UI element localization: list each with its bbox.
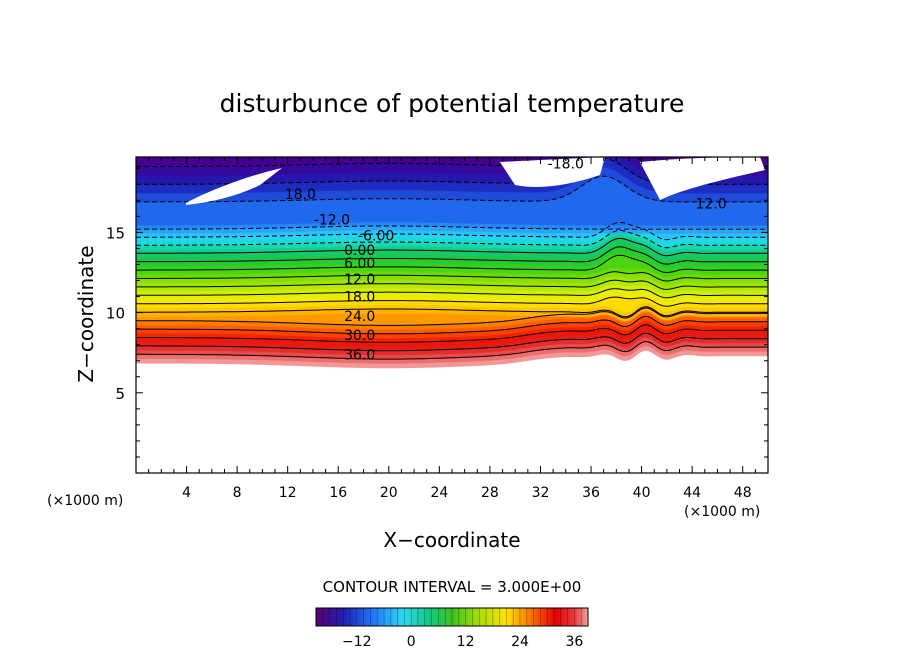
colorbar: −12 0 12 24 36	[315, 607, 589, 650]
chart-title: disturbunce of potential temperature	[220, 89, 685, 118]
contour-line	[136, 307, 768, 326]
axis-ticks	[136, 157, 768, 473]
x-axis-label: X−coordinate	[383, 528, 520, 552]
x-tick-label: 16	[329, 485, 347, 501]
contour-label: -12.0	[314, 213, 350, 229]
y-axis-unit: (×1000 m)	[47, 493, 123, 509]
contour-label: 12.0	[344, 272, 375, 288]
contour-line	[136, 229, 768, 249]
y-tick-label: 15	[106, 224, 125, 242]
contour-line	[136, 315, 768, 335]
x-tick-label: 12	[279, 485, 297, 501]
x-tick-label: 8	[233, 485, 242, 501]
colorbar-tick-label: 12	[457, 634, 475, 650]
contour-line	[136, 237, 768, 257]
contour-line	[136, 225, 768, 230]
missing-region-right2	[640, 157, 765, 200]
contour-label: 12.0	[696, 197, 727, 213]
contour-line	[136, 296, 768, 307]
contour-label: 6.00	[344, 256, 375, 272]
contour-line	[136, 279, 768, 290]
y-tick-label: 5	[115, 385, 125, 403]
x-tick-label: 24	[430, 485, 448, 501]
colorbar-tick-label: 0	[407, 634, 416, 650]
x-axis-unit: (×1000 m)	[684, 504, 760, 520]
contour-line	[136, 306, 768, 318]
colorbar-tick-label: −12	[342, 634, 372, 650]
y-tick-label: 10	[106, 305, 125, 323]
contour-label: 30.0	[344, 328, 375, 344]
x-tick-label: 44	[683, 485, 701, 501]
contour-line	[136, 288, 768, 299]
contour-field	[136, 157, 768, 473]
contour-line	[136, 324, 768, 343]
contour-line	[136, 271, 768, 282]
y-axis-label: Z−coordinate	[74, 245, 98, 382]
colorbar-gradient	[315, 607, 589, 627]
contour-label: 18.0	[344, 290, 375, 306]
missing-region-left	[186, 168, 282, 205]
x-tick-label: 48	[734, 485, 752, 501]
contour-line	[136, 332, 768, 352]
contour-label: 18.0	[285, 187, 316, 203]
x-tick-label: 40	[633, 485, 651, 501]
contour-label: 0.00	[344, 243, 375, 259]
colorbar-tick-label: 36	[565, 634, 583, 650]
x-tick-label: 20	[380, 485, 398, 501]
missing-region-right	[500, 157, 605, 187]
contour-interval-text: CONTOUR INTERVAL = 3.000E+00	[323, 578, 582, 596]
contour-line	[136, 175, 768, 203]
contour-label: -6.00	[358, 229, 394, 245]
contour-line	[136, 246, 768, 265]
contour-label: 36.0	[344, 347, 375, 363]
contour-label: 24.0	[344, 309, 375, 325]
x-tick-label: 28	[481, 485, 499, 501]
contour-line	[136, 221, 768, 241]
contour-line	[136, 341, 768, 360]
x-tick-label: 36	[582, 485, 600, 501]
contour-label: -18.0	[548, 156, 584, 172]
x-tick-label: 32	[532, 485, 550, 501]
x-tick-label: 4	[182, 485, 191, 501]
contour-line	[136, 254, 768, 274]
colorbar-tick-label: 24	[511, 634, 529, 650]
